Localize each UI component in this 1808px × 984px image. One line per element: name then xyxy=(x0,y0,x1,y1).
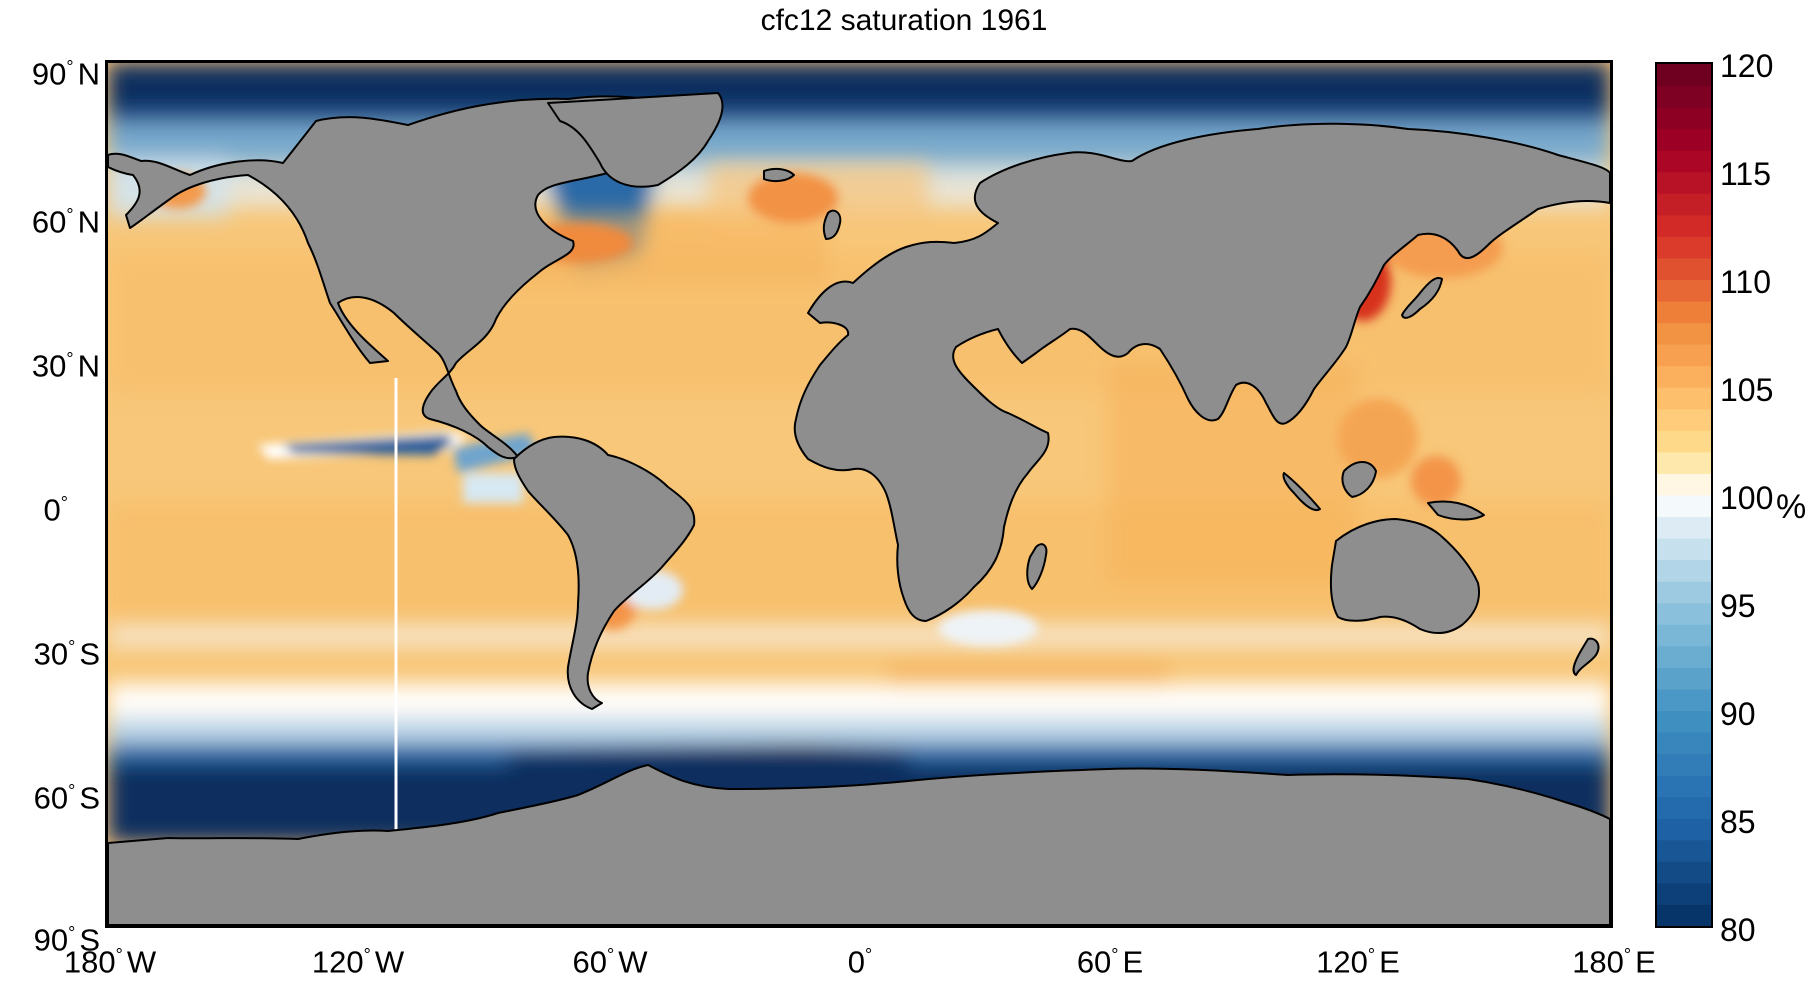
colorbar-step xyxy=(1657,753,1711,776)
lat-label-60N: 60° N xyxy=(31,204,100,240)
colorbar-tick-85: 85 xyxy=(1720,804,1756,840)
antarctica xyxy=(108,764,1610,925)
colorbar-step xyxy=(1657,473,1711,496)
colorbar-step xyxy=(1657,387,1711,410)
colorbar-step xyxy=(1657,171,1711,194)
colorbar-tick-115: 115 xyxy=(1720,156,1772,192)
colorbar-tick-110: 110 xyxy=(1720,264,1772,300)
colorbar-step xyxy=(1657,559,1711,582)
colorbar-step xyxy=(1657,365,1711,388)
colorbar-step xyxy=(1657,85,1711,108)
chart-title: cfc12 saturation 1961 xyxy=(760,4,1048,37)
lon-label-60E: 60° E xyxy=(1076,944,1144,980)
colorbar-step xyxy=(1657,882,1711,905)
lat-label-90S: 90° S xyxy=(33,922,100,958)
eurasia-africa xyxy=(793,122,1610,622)
colorbar-step xyxy=(1657,732,1711,755)
colorbar-step xyxy=(1657,645,1711,668)
colorbar-step xyxy=(1657,322,1711,345)
colorbar-step xyxy=(1657,904,1711,926)
colorbar-step xyxy=(1657,128,1711,151)
lon-label-120W: 120° W xyxy=(311,944,405,980)
colorbar-step xyxy=(1657,451,1711,474)
colorbar-step xyxy=(1657,193,1711,216)
lat-label-0: 0° xyxy=(43,492,68,528)
australia xyxy=(1329,518,1480,635)
lon-label-120E: 120° E xyxy=(1316,944,1400,980)
lat-label-30S: 30° S xyxy=(33,636,100,672)
colorbar xyxy=(1655,62,1713,928)
colorbar-step xyxy=(1657,495,1711,518)
colorbar-step xyxy=(1657,236,1711,259)
colorbar-step xyxy=(1657,796,1711,819)
new-zealand xyxy=(1572,637,1600,676)
colorbar-step xyxy=(1657,344,1711,367)
colorbar-step xyxy=(1657,214,1711,237)
colorbar-step xyxy=(1657,688,1711,711)
japan xyxy=(1401,277,1443,319)
colorbar-step xyxy=(1657,581,1711,604)
lat-label-90N: 90° N xyxy=(31,56,100,92)
colorbar-step xyxy=(1657,602,1711,625)
map-plot-area xyxy=(105,60,1613,928)
lon-label-180E: 180° E xyxy=(1572,944,1656,980)
borneo xyxy=(1341,461,1377,498)
colorbar-step xyxy=(1657,64,1711,87)
lon-label-180W: 180° W xyxy=(63,944,157,980)
colorbar-step xyxy=(1657,624,1711,647)
colorbar-step xyxy=(1657,710,1711,733)
colorbar-step xyxy=(1657,667,1711,690)
colorbar-step xyxy=(1657,818,1711,841)
colorbar-tick-120: 120 xyxy=(1720,48,1774,84)
madagascar xyxy=(1026,543,1048,590)
colorbar-step xyxy=(1657,301,1711,324)
lat-label-60S: 60° S xyxy=(33,780,100,816)
greenland xyxy=(547,92,724,188)
land-masses xyxy=(108,92,1610,925)
colorbar-tick-105: 105 xyxy=(1720,372,1774,408)
colorbar-step xyxy=(1657,861,1711,884)
colorbar-step xyxy=(1657,775,1711,798)
great-britain xyxy=(822,209,842,240)
colorbar-step xyxy=(1657,257,1711,280)
colorbar-unit: % xyxy=(1776,488,1807,526)
colorbar-tick-80: 80 xyxy=(1720,912,1756,948)
colorbar-tick-100: 100 xyxy=(1720,480,1774,516)
colorbar-step xyxy=(1657,538,1711,561)
colorbar-step xyxy=(1657,107,1711,130)
lat-label-30N: 30° N xyxy=(31,348,100,384)
lon-label-60W: 60° W xyxy=(572,944,648,980)
colorbar-step xyxy=(1657,430,1711,453)
sumatra xyxy=(1282,472,1321,511)
colorbar-tick-95: 95 xyxy=(1720,588,1756,624)
colorbar-tick-90: 90 xyxy=(1720,696,1756,732)
iceland xyxy=(763,167,795,183)
lon-label-0: 0° xyxy=(847,944,873,980)
colorbar-step xyxy=(1657,516,1711,539)
north-america xyxy=(108,95,709,460)
colorbar-gradient xyxy=(1657,64,1711,926)
colorbar-step xyxy=(1657,150,1711,173)
world-map xyxy=(108,63,1610,925)
new-guinea xyxy=(1427,500,1485,521)
colorbar-step xyxy=(1657,279,1711,302)
south-america xyxy=(513,435,696,710)
colorbar-step xyxy=(1657,839,1711,862)
colorbar-step xyxy=(1657,408,1711,431)
